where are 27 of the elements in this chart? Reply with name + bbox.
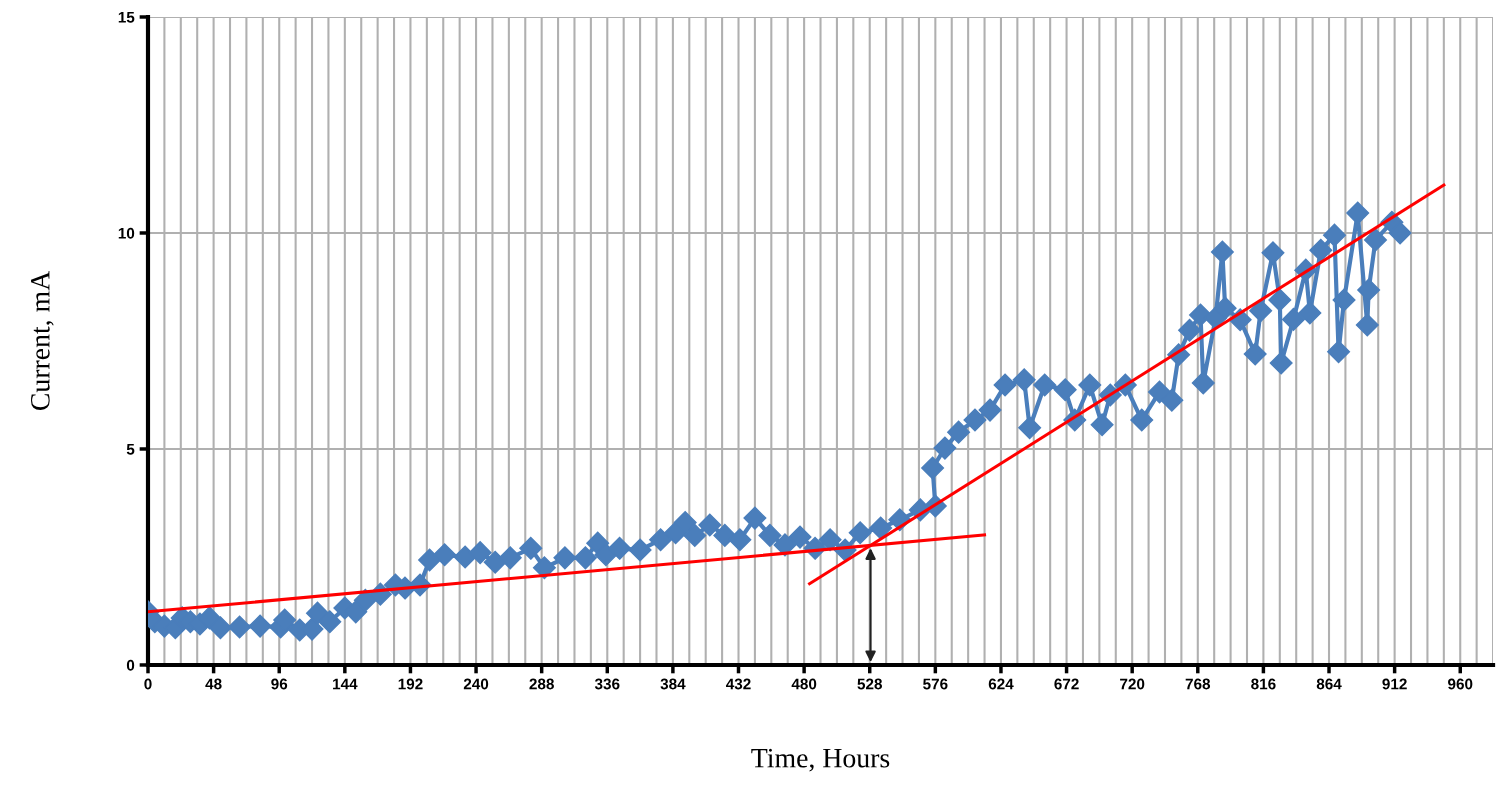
x-tick-label: 576: [923, 678, 948, 690]
x-tick-label: 336: [594, 678, 620, 690]
x-tick-label: 672: [1054, 678, 1079, 690]
x-tick-label: 96: [271, 678, 288, 690]
x-tick-label: 432: [725, 678, 751, 690]
x-tick-label: 288: [529, 678, 554, 690]
x-tick-label: 192: [398, 678, 423, 690]
x-tick-label: 384: [660, 678, 686, 690]
x-tick-label: 144: [333, 678, 358, 690]
y-axis-title: Current, mA: [31, 270, 54, 411]
x-axis-title: Time, Hours: [751, 748, 890, 772]
x-tick-label: 960: [1448, 678, 1473, 690]
x-tick-label: 768: [1185, 678, 1211, 690]
x-tick-label: 48: [205, 678, 222, 690]
y-tick-label: 10: [118, 227, 135, 239]
x-tick-label: 816: [1251, 678, 1276, 690]
y-tick-label: 5: [126, 444, 135, 455]
x-tick-label: 912: [1382, 678, 1407, 690]
x-tick-label: 528: [857, 678, 883, 690]
x-tick-label: 864: [1316, 678, 1342, 690]
x-tick-label: 480: [791, 678, 817, 690]
x-tick-label: 240: [463, 678, 489, 690]
y-tick-label: 15: [118, 12, 135, 23]
y-tick-label: 0: [126, 659, 135, 671]
x-tick-label: 624: [988, 678, 1014, 690]
x-tick-label: 0: [144, 678, 152, 690]
x-tick-label: 720: [1120, 678, 1145, 690]
